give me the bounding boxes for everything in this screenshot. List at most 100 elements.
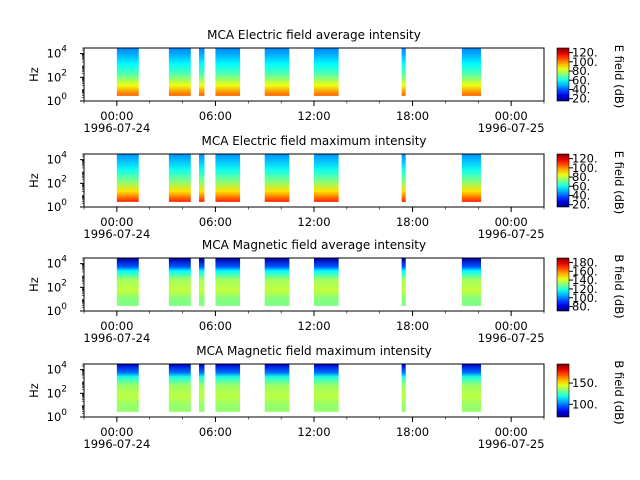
y-tick-label: 102	[47, 278, 67, 294]
colorbar-tick-label: 100.	[572, 55, 598, 69]
x-tick-label: 18:00	[396, 319, 429, 333]
colorbar-tick-label: 150.	[572, 376, 598, 390]
x-tick-label: 18:00	[396, 109, 429, 123]
data-column-7	[401, 258, 406, 306]
x-tick-label: 12:00	[297, 109, 330, 123]
x-tick-label: 12:00	[297, 425, 330, 439]
data-column-3	[199, 154, 205, 202]
colorbar-tick-label: 140.	[572, 273, 598, 287]
chart-panel-3: MCA Magnetic field average intensity 100 1…	[27, 238, 626, 345]
y-tick-label: 102	[47, 174, 67, 190]
x-tick-label: 12:00	[297, 319, 330, 333]
x-date-label: 1996-07-24	[83, 121, 150, 135]
data-column-6	[314, 154, 339, 202]
x-tick-label: 00:00	[100, 109, 133, 123]
colorbar-tick-label: 120.	[572, 152, 598, 166]
colorbar-tick-label: 160.	[572, 264, 598, 278]
x-tick-label: 00:00	[100, 215, 133, 229]
y-axis-label: Hz	[27, 173, 41, 188]
colorbar-tick-label: 100.	[572, 397, 598, 411]
x-tick-label: 06:00	[199, 215, 232, 229]
x-tick-label: 06:00	[199, 319, 232, 333]
data-column-7	[401, 364, 406, 412]
x-date-label: 1996-07-24	[83, 437, 150, 451]
data-column-4	[215, 48, 241, 96]
colorbar-tick-label: 120.	[572, 46, 598, 60]
data-column-5	[264, 258, 290, 306]
colorbar-tick-label: 100.	[572, 291, 598, 305]
y-tick-label: 102	[47, 384, 67, 400]
data-column-1	[116, 154, 139, 202]
colorbar	[556, 363, 570, 418]
data-column-1	[116, 258, 139, 306]
data-column-2	[168, 364, 191, 412]
x-date-label: 1996-07-25	[478, 227, 545, 241]
x-tick-label: 12:00	[297, 215, 330, 229]
x-date-label: 1996-07-25	[478, 437, 545, 451]
colorbar-tick-label: 40.	[572, 188, 590, 202]
x-date-label: 1996-07-24	[83, 331, 150, 345]
colorbar-label: B field (dB)	[612, 360, 626, 424]
y-axis-label: Hz	[27, 67, 41, 82]
x-tick-label: 00:00	[100, 319, 133, 333]
data-column-8	[461, 48, 482, 96]
y-tick-label: 100	[47, 198, 68, 214]
data-column-3	[199, 48, 205, 96]
data-column-6	[314, 364, 339, 412]
chart-panel-2: MCA Electric field maximum intensity 100 1…	[27, 134, 626, 241]
colorbar-label: E field (dB)	[612, 151, 626, 215]
colorbar	[556, 153, 570, 208]
y-tick-label: 104	[47, 255, 68, 271]
y-tick-label: 100	[47, 302, 68, 318]
colorbar-tick-label: 20.	[572, 198, 590, 212]
y-tick-label: 100	[47, 408, 68, 424]
colorbar-tick-label: 120.	[572, 282, 598, 296]
x-date-label: 1996-07-25	[478, 331, 545, 345]
data-column-1	[116, 48, 139, 96]
y-tick-label: 104	[47, 361, 68, 377]
x-tick-label: 00:00	[495, 109, 528, 123]
y-axis-label: Hz	[27, 277, 41, 292]
data-column-7	[401, 48, 406, 96]
colorbar-tick-label: 180.	[572, 255, 598, 269]
x-date-label: 1996-07-24	[83, 227, 150, 241]
colorbar	[556, 257, 570, 312]
x-tick-label: 00:00	[495, 215, 528, 229]
data-column-5	[264, 48, 290, 96]
colorbar-tick-label: 20.	[572, 92, 590, 106]
data-column-4	[215, 258, 241, 306]
panel-title: MCA Magnetic field maximum intensity	[196, 344, 432, 358]
y-tick-label: 104	[47, 151, 68, 167]
panel-title: MCA Magnetic field average intensity	[202, 238, 426, 252]
x-tick-label: 06:00	[199, 425, 232, 439]
panel-title: MCA Electric field maximum intensity	[201, 134, 426, 148]
colorbar-tick-label: 80.	[572, 300, 590, 314]
data-column-3	[199, 258, 205, 306]
data-column-7	[401, 154, 406, 202]
chart-panel-4: MCA Magnetic field maximum intensity 100 1…	[27, 344, 626, 451]
y-tick-label: 100	[47, 92, 68, 108]
data-column-6	[314, 258, 339, 306]
colorbar-label: B field (dB)	[612, 254, 626, 318]
x-tick-label: 00:00	[495, 319, 528, 333]
x-tick-label: 18:00	[396, 215, 429, 229]
colorbar-tick-label: 40.	[572, 82, 590, 96]
data-column-1	[116, 364, 139, 412]
data-column-4	[215, 364, 241, 412]
x-tick-label: 00:00	[100, 425, 133, 439]
y-tick-label: 102	[47, 68, 67, 84]
data-column-2	[168, 258, 191, 306]
y-axis-label: Hz	[27, 383, 41, 398]
x-tick-label: 00:00	[495, 425, 528, 439]
colorbar-tick-label: 60.	[572, 179, 590, 193]
colorbar-tick-label: 80.	[572, 170, 590, 184]
data-column-6	[314, 48, 339, 96]
colorbar-tick-label: 80.	[572, 64, 590, 78]
data-column-4	[215, 154, 241, 202]
data-column-2	[168, 154, 191, 202]
data-column-5	[264, 364, 290, 412]
data-column-8	[461, 258, 482, 306]
x-date-label: 1996-07-25	[478, 121, 545, 135]
colorbar	[556, 47, 570, 102]
